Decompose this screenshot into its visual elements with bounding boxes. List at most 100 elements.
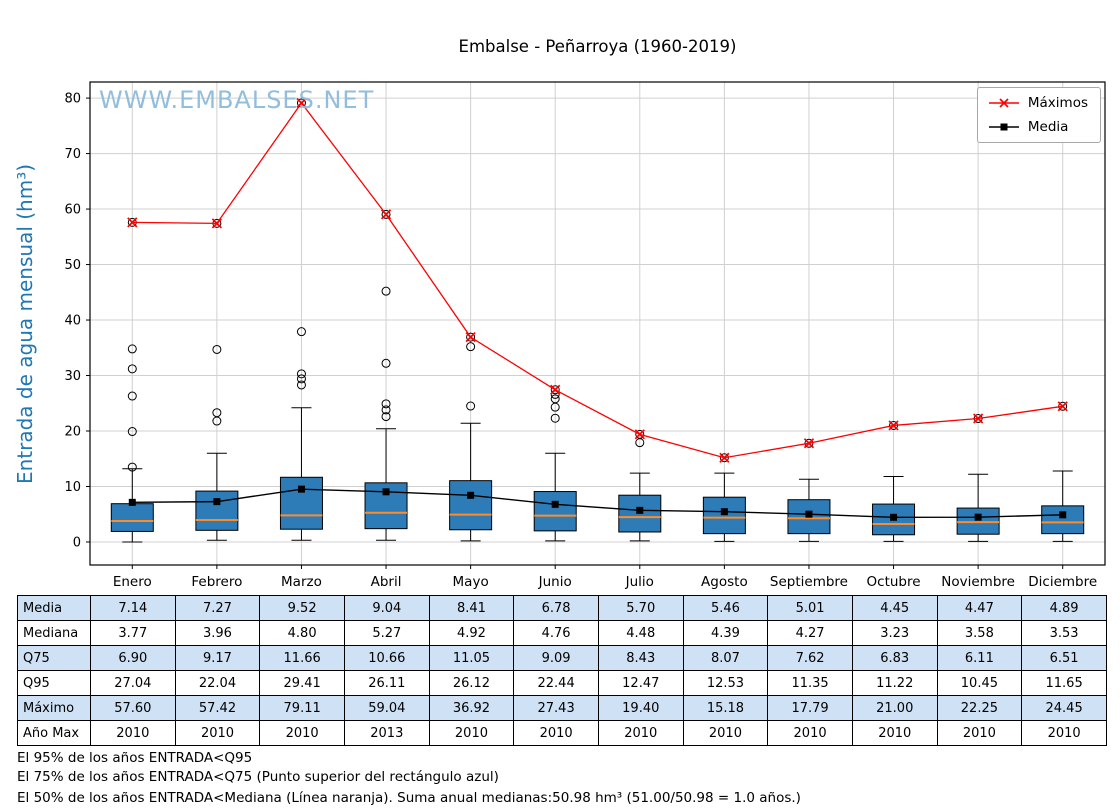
box <box>449 480 493 531</box>
outlier-point <box>212 408 222 418</box>
media-marker <box>128 498 136 506</box>
box <box>702 496 746 535</box>
stats-row-label: Máximo <box>17 695 91 721</box>
stats-cell: 5.46 <box>682 595 769 621</box>
stats-cell: 22.44 <box>513 670 599 696</box>
stats-cell: 4.47 <box>936 595 1023 621</box>
plot-border <box>89 81 1106 566</box>
y-axis-label: Entrada de agua mensual (hm³) <box>13 163 37 484</box>
stats-cell: 9.17 <box>174 645 261 671</box>
maximos-marker <box>550 384 561 395</box>
stats-cell: 2010 <box>682 720 769 746</box>
x-tick-label: Mayo <box>453 574 489 590</box>
stats-row-label: Q75 <box>17 645 91 671</box>
outlier-point <box>127 344 137 354</box>
outlier-point <box>381 399 391 409</box>
x-tick-label: Marzo <box>281 574 322 590</box>
outlier-point <box>804 438 814 448</box>
y-tick-label: 10 <box>64 480 81 495</box>
stats-cell: 6.83 <box>851 645 938 671</box>
stats-cell: 7.27 <box>174 595 261 621</box>
stats-cell: 8.43 <box>597 645 684 671</box>
media-marker <box>1059 511 1067 519</box>
stats-cell: 36.92 <box>428 695 515 721</box>
monthly-stats-table: Media 7.14 7.27 9.52 9.04 8.41 6.78 5.70 5.46 5.0… <box>17 595 1107 746</box>
y-axis-label-wrap: Entrada de agua mensual (hm³) <box>2 82 48 565</box>
watermark: WWW.EMBALSES.NET <box>99 86 375 114</box>
stats-cell: 79.11 <box>259 695 345 721</box>
stats-cell: 10.45 <box>936 670 1023 696</box>
x-tick-label: Octubre <box>867 574 921 590</box>
stats-cell: 15.18 <box>682 695 769 721</box>
outlier-point <box>381 358 391 368</box>
stats-cell: 57.42 <box>174 695 261 721</box>
maximos-marker <box>1057 401 1068 412</box>
stats-cell: 10.66 <box>343 645 430 671</box>
stats-cell: 4.27 <box>767 620 853 646</box>
outlier-point <box>296 380 306 390</box>
legend: Máximos Media <box>976 87 1101 143</box>
outlier-point <box>466 342 476 352</box>
media-marker <box>551 500 559 508</box>
stats-cell: 8.41 <box>428 595 515 621</box>
stats-cell: 4.92 <box>428 620 515 646</box>
stats-cell: 11.66 <box>259 645 345 671</box>
x-tick-label: Septiembre <box>770 574 848 590</box>
media-marker <box>805 510 813 518</box>
stats-cell: 27.04 <box>90 670 176 696</box>
outlier-point <box>296 98 306 108</box>
legend-label-media: Media <box>1027 119 1069 135</box>
stats-cell: 11.22 <box>851 670 938 696</box>
outlier-point <box>466 332 476 342</box>
stats-cell: 17.79 <box>767 695 853 721</box>
stats-cell: 11.05 <box>428 645 515 671</box>
stats-cell: 2010 <box>936 720 1023 746</box>
media-marker <box>636 506 644 514</box>
media-marker <box>720 508 728 516</box>
outlier-point <box>127 462 137 472</box>
stats-row: Año Max 2010 2010 2010 2013 2010 2010 2010 2010 2… <box>17 720 1107 746</box>
outlier-point <box>635 429 645 439</box>
stats-cell: 2013 <box>343 720 430 746</box>
maximos-marker <box>719 452 730 463</box>
stats-row-label: Año Max <box>17 720 91 746</box>
stats-cell: 27.43 <box>513 695 599 721</box>
box <box>279 476 323 530</box>
chart-title: Embalse - Peñarroya (1960-2019) <box>458 37 737 56</box>
outlier-point <box>550 385 560 395</box>
maximos-marker <box>211 218 222 229</box>
outlier-point <box>296 369 306 379</box>
box <box>533 491 577 532</box>
box <box>1041 505 1085 535</box>
maximos-marker <box>296 97 307 109</box>
outlier-point <box>719 453 729 463</box>
x-tick-label: Agosto <box>701 574 748 590</box>
legend-item-media: Media <box>988 119 1088 135</box>
stats-cell: 22.25 <box>936 695 1023 721</box>
stats-cell: 3.77 <box>90 620 176 646</box>
stats-cell: 24.45 <box>1021 695 1107 721</box>
outlier-point <box>381 209 391 219</box>
stats-cell: 2010 <box>851 720 938 746</box>
media-line-icon <box>988 123 1019 131</box>
stats-cell: 5.27 <box>343 620 430 646</box>
stats-cell: 4.89 <box>1021 595 1107 621</box>
stats-row-label: Q95 <box>17 670 91 696</box>
maximos-line <box>132 101 1063 459</box>
stats-cell: 4.80 <box>259 620 345 646</box>
outlier-point <box>127 427 137 437</box>
outlier-point <box>127 391 137 401</box>
stats-cell: 4.76 <box>513 620 599 646</box>
x-tick-label: Noviembre <box>941 574 1015 590</box>
stats-cell: 6.90 <box>90 645 176 671</box>
stats-cell: 7.62 <box>767 645 853 671</box>
outlier-point <box>212 344 222 354</box>
y-tick-label: 0 <box>73 535 81 550</box>
legend-label-maximos: Máximos <box>1027 95 1088 111</box>
stats-cell: 4.45 <box>851 595 938 621</box>
stats-row-label: Media <box>17 595 91 621</box>
stats-cell: 2010 <box>90 720 176 746</box>
stats-cell: 21.00 <box>851 695 938 721</box>
x-tick-label: Diciembre <box>1028 574 1097 590</box>
stats-row: Mediana 3.77 3.96 4.80 5.27 4.92 4.76 4.48 4.39 4… <box>17 620 1107 646</box>
